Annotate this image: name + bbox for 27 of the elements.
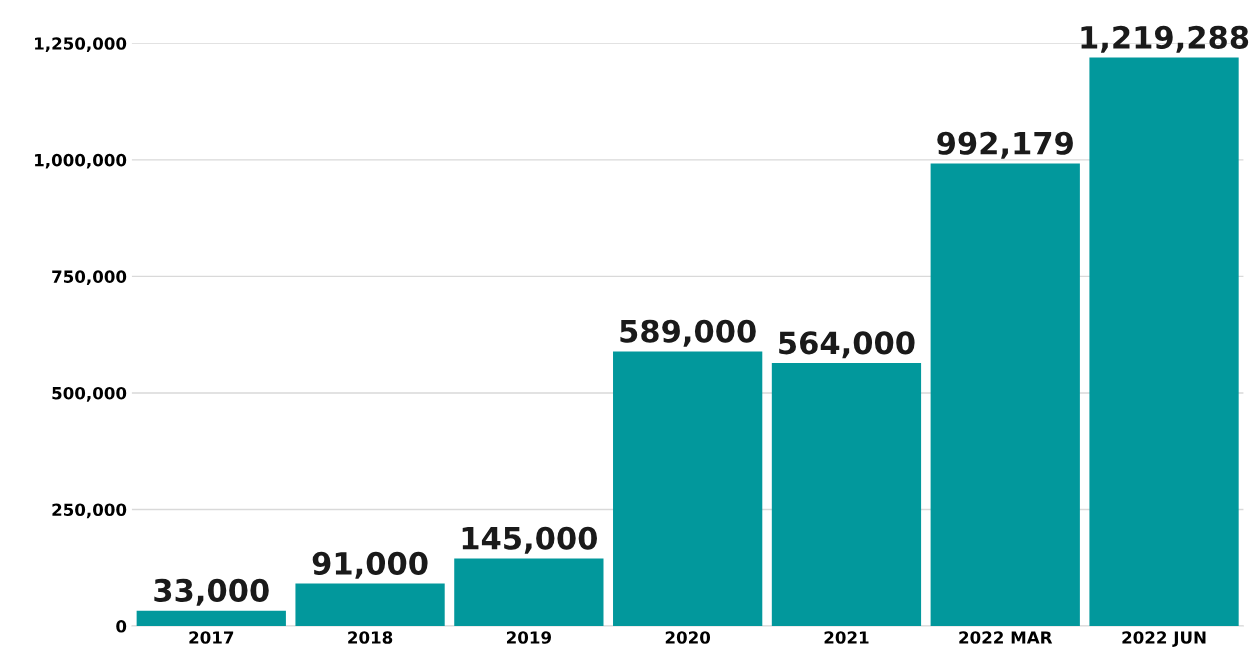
x-tick-label: 2021 [824, 631, 869, 644]
x-tick-label: 2022 JUN [1122, 631, 1206, 647]
y-tick-label: 750,000 [52, 270, 127, 286]
x-tick-label: 2020 [665, 631, 711, 644]
bar [613, 351, 763, 627]
y-tick-label: 1,250,000 [35, 37, 127, 52]
x-tick-label: 2018 [348, 631, 393, 644]
bar [1089, 57, 1239, 627]
x-tick-label: 2019 [506, 631, 551, 644]
data-label: 992,179 [937, 131, 1073, 159]
data-label: 564,000 [779, 331, 915, 359]
bar [136, 610, 286, 627]
y-tick-label: 1,000,000 [35, 153, 127, 169]
bar [771, 363, 922, 627]
data-label: 1,219,288 [1081, 25, 1249, 53]
y-tick-label: 500,000 [52, 386, 127, 402]
bar [930, 163, 1080, 627]
bar [454, 558, 604, 627]
y-tick-label: 0 [116, 620, 127, 633]
y-tick-label: 250,000 [52, 503, 127, 519]
x-tick-label: 2017 [189, 631, 234, 644]
x-tick-label: 2022 MAR [959, 631, 1053, 644]
data-label: 145,000 [462, 526, 597, 554]
bar [295, 583, 445, 627]
data-label: 589,000 [620, 319, 756, 347]
data-label: 33,000 [154, 578, 269, 606]
data-label: 91,000 [312, 551, 428, 579]
